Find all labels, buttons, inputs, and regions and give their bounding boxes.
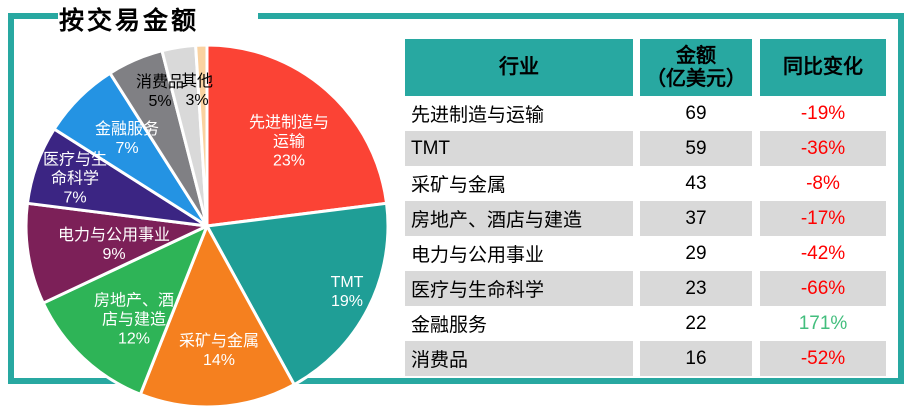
table-cell-change: -36% bbox=[760, 131, 886, 166]
pie-label-real-estate-hotels-construction: 房地产、酒店与建造 12% bbox=[94, 292, 174, 348]
pie-label-line: 23% bbox=[273, 153, 305, 170]
pie-label-health-life-sciences: 医疗与生命科学 7% bbox=[43, 151, 107, 207]
column-gutter bbox=[633, 306, 640, 341]
table-header-change: 同比变化 bbox=[760, 39, 886, 96]
column-gutter bbox=[752, 271, 760, 306]
pie-label-line: 医疗与生 bbox=[43, 151, 107, 169]
pie-label-line: 19% bbox=[331, 293, 363, 310]
column-gutter bbox=[752, 341, 760, 376]
column-gutter bbox=[633, 236, 640, 271]
pie-slice-unlabeled-sliver bbox=[194, 43, 209, 228]
table-cell-change: -66% bbox=[760, 271, 886, 306]
pie-label-line: 房地产、酒 bbox=[94, 292, 174, 310]
pie-label-line: 12% bbox=[118, 331, 150, 348]
column-gutter bbox=[752, 236, 760, 271]
table-cell-amount: 22 bbox=[685, 312, 707, 334]
pie-slice-tmt bbox=[205, 201, 390, 387]
column-gutter bbox=[633, 96, 640, 131]
pie-label-tmt: TMT 19% bbox=[331, 274, 364, 310]
column-gutter bbox=[633, 341, 640, 376]
pie-label-advanced-manufacturing-transport: 先进制造与运输 23% bbox=[249, 114, 329, 170]
table-cell-industry: TMT bbox=[405, 131, 633, 166]
table-cell-amount: 29 bbox=[685, 242, 707, 264]
table-cell-amount: 69 bbox=[685, 102, 707, 124]
table-cell-industry: 医疗与生命科学 bbox=[405, 271, 633, 306]
table-cell-amount: 23 bbox=[640, 271, 752, 306]
table-header-industry-label: 行业 bbox=[499, 56, 539, 78]
table-header-amount: 金额 （亿美元） bbox=[640, 39, 752, 96]
table-cell-industry: 先进制造与运输 bbox=[411, 105, 545, 126]
table-cell-change: 171% bbox=[798, 312, 848, 334]
pie-label-consumer-products: 消费品 5% bbox=[136, 73, 184, 110]
pie-label-line: 电力与公用事业 bbox=[58, 226, 170, 244]
column-gutter bbox=[752, 201, 760, 236]
table-cell-amount: 59 bbox=[640, 131, 752, 166]
pie-label-others: 其他 3% bbox=[181, 72, 213, 109]
column-gutter bbox=[752, 166, 760, 201]
column-gutter bbox=[633, 166, 640, 201]
frame-border-right bbox=[898, 13, 904, 384]
pie-label-line: 店与建造 bbox=[102, 311, 166, 329]
pie-label-line: 消费品 bbox=[136, 73, 184, 91]
pie-label-line: 5% bbox=[148, 93, 171, 110]
table-header-change-label: 同比变化 bbox=[783, 56, 863, 78]
pie-slice-health-life-sciences bbox=[25, 127, 209, 228]
column-gutter bbox=[633, 271, 640, 306]
pie-slice-consumer-products bbox=[108, 49, 209, 228]
pie-label-mining-metals: 采矿与金属 14% bbox=[179, 332, 259, 369]
pie-slice-others bbox=[160, 43, 209, 228]
pie-label-power-utilities: 电力与公用事业 9% bbox=[58, 226, 170, 263]
column-gutter bbox=[633, 131, 640, 166]
pie-label-line: 采矿与金属 bbox=[179, 332, 259, 350]
table-header-industry: 行业 bbox=[405, 39, 633, 96]
column-gutter bbox=[752, 96, 760, 131]
table-cell-change: -8% bbox=[806, 172, 840, 194]
pie-label-line: 9% bbox=[102, 246, 125, 263]
pie-slice-advanced-manufacturing-transport bbox=[205, 43, 389, 228]
table-cell-industry: 消费品 bbox=[405, 341, 633, 376]
pie-label-line: 金融服务 bbox=[95, 120, 159, 138]
pie-label-line: 3% bbox=[185, 92, 208, 109]
table-cell-change: -19% bbox=[800, 102, 846, 124]
industry-table: 行业 金额 （亿美元） 同比变化 先进制造与运输 69 -19% TMT 59 -36% 采… bbox=[405, 39, 886, 376]
pie-label-line: TMT bbox=[331, 274, 364, 291]
pie-label-line: 7% bbox=[63, 190, 86, 207]
column-gutter bbox=[633, 201, 640, 236]
table-header-amount-line1: 金额 bbox=[676, 44, 716, 67]
frame-border-top-right-segment bbox=[258, 13, 904, 19]
frame-border-top-left-segment bbox=[8, 13, 58, 19]
pie-label-line: 7% bbox=[115, 140, 138, 157]
pie-label-financial-services: 金融服务 7% bbox=[95, 120, 159, 157]
pie-slice-financial-services bbox=[52, 71, 209, 228]
pie-label-line: 先进制造与 bbox=[249, 114, 329, 132]
frame-border-bottom bbox=[8, 378, 904, 384]
column-gutter bbox=[752, 39, 760, 96]
table-cell-amount: 43 bbox=[685, 172, 707, 194]
column-gutter bbox=[752, 131, 760, 166]
table-cell-change: -52% bbox=[760, 341, 886, 376]
table-cell-amount: 37 bbox=[640, 201, 752, 236]
page-title: 按交易金额 bbox=[59, 7, 200, 35]
column-gutter bbox=[752, 306, 760, 341]
table-cell-amount: 16 bbox=[640, 341, 752, 376]
table-header-amount-line2: （亿美元） bbox=[646, 67, 746, 90]
table-cell-industry: 房地产、酒店与建造 bbox=[405, 201, 633, 236]
pie-label-line: 14% bbox=[203, 352, 235, 369]
table-cell-industry: 电力与公用事业 bbox=[411, 245, 545, 266]
pie-slice-real-estate-hotels-construction bbox=[41, 224, 209, 396]
pie-label-line: 运输 bbox=[273, 133, 305, 151]
table-cell-industry: 采矿与金属 bbox=[411, 175, 507, 196]
table-cell-industry: 金融服务 bbox=[411, 315, 488, 336]
frame-border-left bbox=[8, 13, 14, 384]
column-gutter bbox=[633, 39, 640, 96]
pie-label-line: 其他 bbox=[181, 72, 213, 90]
pie-label-line: 命科学 bbox=[51, 170, 99, 188]
pie-slice-power-utilities bbox=[24, 201, 209, 305]
table-cell-change: -17% bbox=[760, 201, 886, 236]
table-cell-change: -42% bbox=[800, 242, 846, 264]
